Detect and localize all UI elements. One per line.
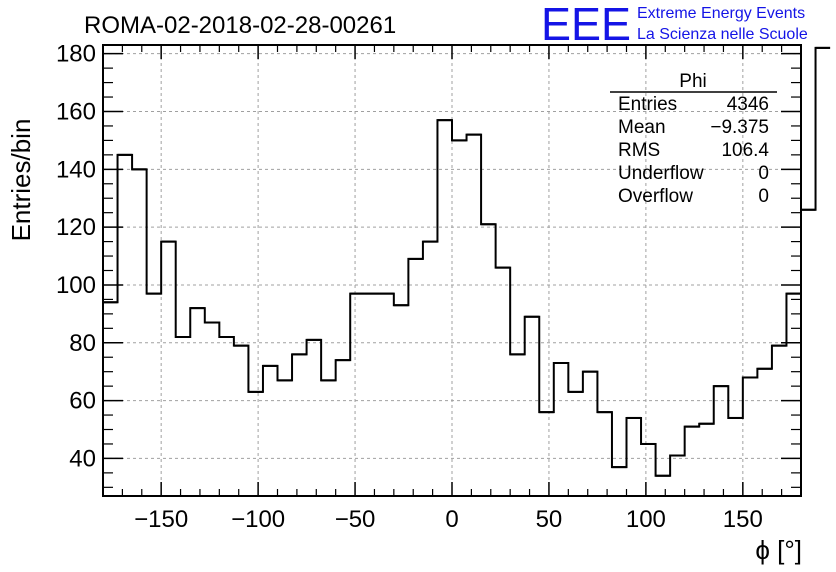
stats-entries-value: 4346 <box>727 94 769 115</box>
x-tick-label: 0 <box>445 506 458 533</box>
y-tick-label: 160 <box>56 98 96 125</box>
y-tick-label: 180 <box>56 41 96 68</box>
y-tick-label: 40 <box>69 445 96 472</box>
y-axis-label: Entries/bin <box>6 119 36 242</box>
eee-logo-mark: EEE <box>541 0 631 50</box>
eee-logo: EEE Extreme Energy Events La Scienza nel… <box>541 0 808 50</box>
y-tick-label: 100 <box>56 272 96 299</box>
y-tick-label: 60 <box>69 388 96 415</box>
stats-overflow-label: Overflow <box>618 186 693 207</box>
stats-rms-label: RMS <box>618 140 660 161</box>
plot-frame <box>102 44 802 497</box>
y-tick-label: 80 <box>69 330 96 357</box>
x-tick-labels: −150 −100 −50 0 50 100 150 <box>134 506 763 533</box>
x-tick-label: −150 <box>134 506 188 533</box>
stats-mean-value: −9.375 <box>710 117 769 138</box>
y-tick-label: 120 <box>56 214 96 241</box>
stats-entries-label: Entries <box>618 94 677 115</box>
axis-ticks <box>102 45 802 496</box>
logo-line-2: La Scienza nelle Scuole <box>637 26 808 43</box>
grid-lines <box>103 45 801 496</box>
x-tick-label: 50 <box>536 506 563 533</box>
logo-line-1: Extreme Energy Events <box>637 5 805 22</box>
stats-box: Phi Entries 4346 Mean −9.375 RMS 106.4 U… <box>610 71 777 207</box>
stats-underflow-value: 0 <box>758 163 769 184</box>
x-tick-label: −50 <box>335 506 376 533</box>
histogram-step-line <box>103 46 831 477</box>
x-tick-label: 100 <box>626 506 666 533</box>
stats-title: Phi <box>679 71 706 92</box>
x-tick-label: 150 <box>723 506 763 533</box>
run-title: ROMA-02-2018-02-28-00261 <box>84 12 396 39</box>
x-axis-label: ϕ [°] <box>755 535 802 565</box>
y-tick-labels: 40 60 80 100 120 140 160 180 <box>56 41 96 473</box>
x-tick-label: −100 <box>231 506 285 533</box>
stats-overflow-value: 0 <box>758 186 769 207</box>
stats-mean-label: Mean <box>618 117 666 138</box>
stats-underflow-label: Underflow <box>618 163 704 184</box>
stats-rms-value: 106.4 <box>721 140 769 161</box>
y-tick-label: 140 <box>56 156 96 183</box>
histogram-series <box>103 46 831 477</box>
